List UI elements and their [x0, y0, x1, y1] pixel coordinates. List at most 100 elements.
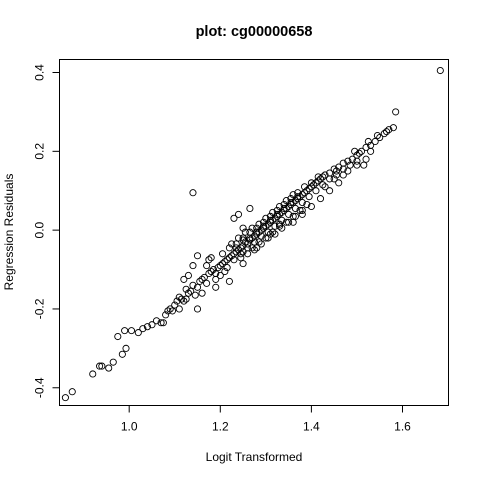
- data-point: [296, 193, 304, 201]
- data-point: [105, 364, 113, 372]
- data-point: [230, 214, 238, 222]
- data-point: [310, 181, 318, 189]
- data-point: [237, 250, 245, 258]
- data-point: [275, 210, 284, 218]
- data-point: [225, 244, 233, 252]
- data-point: [294, 193, 302, 201]
- data-point: [319, 181, 327, 189]
- data-point: [371, 137, 379, 146]
- data-point: [166, 305, 174, 313]
- data-point: [182, 285, 190, 293]
- data-point: [360, 161, 368, 169]
- data-point: [68, 388, 76, 396]
- data-points: [61, 66, 444, 402]
- data-point: [305, 185, 313, 193]
- x-tick-label: 1.0: [121, 420, 138, 434]
- data-point: [196, 277, 204, 285]
- data-point: [232, 248, 240, 256]
- data-point: [298, 191, 306, 199]
- data-point: [187, 287, 195, 295]
- data-point: [143, 323, 151, 331]
- data-point: [173, 297, 181, 305]
- data-point: [98, 362, 106, 370]
- x-axis-label: Logit Transformed: [206, 450, 303, 464]
- y-axis-label: Regression Residuals: [2, 174, 16, 291]
- data-point: [255, 238, 263, 246]
- data-point: [189, 262, 197, 270]
- data-point: [289, 191, 297, 199]
- data-point: [289, 218, 297, 226]
- y-tick-label: -0.2: [33, 298, 47, 319]
- data-point: [139, 325, 147, 333]
- data-point: [332, 167, 340, 175]
- data-point: [392, 108, 400, 116]
- data-point: [178, 295, 186, 303]
- data-point: [269, 208, 277, 216]
- data-point: [180, 275, 188, 283]
- data-point: [203, 279, 211, 287]
- data-point: [353, 157, 361, 165]
- data-point: [184, 289, 192, 297]
- data-point: [303, 187, 311, 195]
- data-point: [61, 394, 69, 402]
- data-point: [303, 200, 311, 209]
- data-point: [278, 208, 286, 216]
- data-point: [262, 222, 270, 230]
- data-point: [148, 321, 156, 329]
- data-point: [152, 317, 161, 325]
- data-point: [232, 240, 240, 248]
- data-point: [282, 218, 290, 226]
- data-point: [262, 214, 270, 222]
- data-point: [193, 305, 202, 313]
- data-point: [271, 214, 279, 222]
- data-point: [287, 195, 295, 203]
- data-point: [307, 202, 315, 211]
- data-point: [362, 143, 370, 151]
- data-point: [175, 293, 183, 301]
- data-point: [291, 212, 300, 220]
- data-point: [335, 163, 343, 171]
- data-point: [225, 254, 233, 262]
- data-point: [200, 273, 208, 281]
- data-point: [234, 234, 243, 242]
- data-point: [344, 167, 352, 175]
- data-point: [234, 210, 243, 218]
- data-point: [216, 262, 224, 270]
- data-point: [223, 264, 231, 272]
- data-point: [291, 197, 300, 205]
- data-point: [244, 250, 252, 258]
- data-point: [171, 301, 179, 309]
- data-point: [189, 281, 197, 289]
- data-point: [376, 133, 384, 142]
- data-point: [189, 189, 197, 197]
- data-point: [301, 183, 309, 191]
- data-point: [289, 199, 297, 207]
- data-point: [248, 224, 256, 232]
- data-point: [385, 126, 393, 134]
- data-point: [264, 234, 272, 242]
- data-point: [244, 240, 252, 248]
- data-point: [198, 289, 206, 297]
- data-point: [221, 267, 229, 276]
- data-point: [203, 262, 211, 270]
- data-point: [285, 218, 293, 226]
- data-point: [239, 236, 247, 244]
- data-point: [269, 228, 277, 236]
- data-point: [364, 137, 372, 146]
- data-point: [109, 358, 117, 366]
- x-tick-label: 1.6: [394, 420, 411, 434]
- data-point: [257, 232, 265, 240]
- data-point: [380, 130, 388, 138]
- data-point: [353, 161, 361, 169]
- data-point: [159, 319, 167, 327]
- data-point: [234, 246, 243, 254]
- data-point: [332, 171, 340, 179]
- data-point: [266, 212, 274, 220]
- data-point: [114, 332, 122, 341]
- data-point: [207, 254, 215, 262]
- data-point: [326, 175, 334, 183]
- data-point: [180, 297, 188, 305]
- data-point: [312, 187, 320, 195]
- data-point: [296, 206, 304, 214]
